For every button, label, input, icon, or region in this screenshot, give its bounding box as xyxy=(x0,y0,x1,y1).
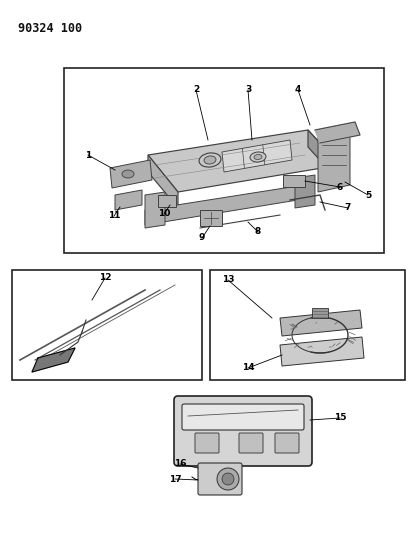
Text: 16: 16 xyxy=(174,459,186,469)
FancyBboxPatch shape xyxy=(195,433,219,453)
Text: 6: 6 xyxy=(337,182,343,191)
Text: 10: 10 xyxy=(158,209,170,219)
Polygon shape xyxy=(315,122,360,143)
Text: 9: 9 xyxy=(199,233,205,243)
Text: 7: 7 xyxy=(345,204,351,213)
Polygon shape xyxy=(280,310,362,336)
FancyBboxPatch shape xyxy=(275,433,299,453)
Circle shape xyxy=(222,473,234,485)
Polygon shape xyxy=(148,155,178,208)
Text: 11: 11 xyxy=(108,212,120,221)
Polygon shape xyxy=(318,128,350,192)
Text: 4: 4 xyxy=(295,85,301,94)
Ellipse shape xyxy=(254,155,262,159)
Bar xyxy=(12,270,202,380)
Polygon shape xyxy=(145,192,165,228)
Bar xyxy=(200,210,222,226)
Ellipse shape xyxy=(250,152,266,162)
Text: 90324 100: 90324 100 xyxy=(18,22,82,35)
Text: 14: 14 xyxy=(242,364,254,373)
Text: 12: 12 xyxy=(99,273,111,282)
Polygon shape xyxy=(110,160,152,188)
Circle shape xyxy=(217,468,239,490)
Polygon shape xyxy=(148,130,340,192)
Polygon shape xyxy=(115,190,142,210)
Ellipse shape xyxy=(204,156,216,164)
Bar xyxy=(312,308,328,318)
Text: 13: 13 xyxy=(222,276,234,285)
Text: 8: 8 xyxy=(255,228,261,237)
Text: 17: 17 xyxy=(169,474,181,483)
Polygon shape xyxy=(308,130,340,182)
Bar xyxy=(158,195,176,207)
Polygon shape xyxy=(280,337,364,366)
Bar xyxy=(210,270,405,380)
Bar xyxy=(64,68,384,253)
Ellipse shape xyxy=(199,153,221,167)
Text: 5: 5 xyxy=(365,190,371,199)
Bar xyxy=(283,175,305,187)
Polygon shape xyxy=(222,140,292,172)
Polygon shape xyxy=(145,184,310,225)
Text: 15: 15 xyxy=(334,414,346,423)
FancyBboxPatch shape xyxy=(198,463,242,495)
Text: 3: 3 xyxy=(245,85,251,94)
Ellipse shape xyxy=(122,170,134,178)
FancyBboxPatch shape xyxy=(182,404,304,430)
FancyBboxPatch shape xyxy=(239,433,263,453)
Polygon shape xyxy=(32,348,75,372)
Polygon shape xyxy=(295,175,315,208)
Text: 2: 2 xyxy=(193,85,199,94)
FancyBboxPatch shape xyxy=(174,396,312,466)
Text: 1: 1 xyxy=(85,150,91,159)
